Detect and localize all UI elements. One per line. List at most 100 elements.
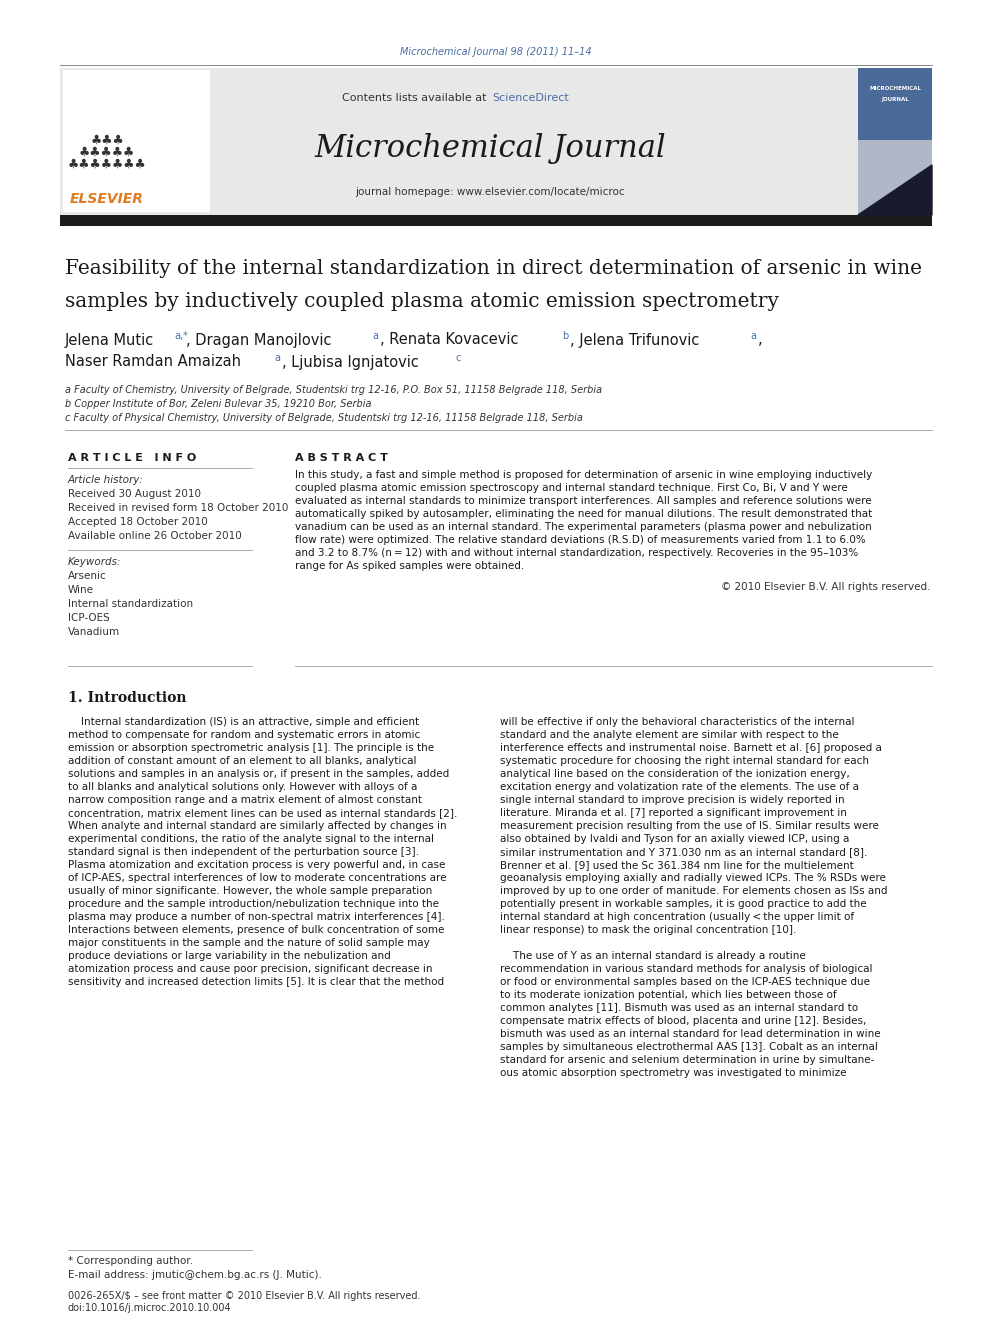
Text: , Ljubisa Ignjatovic: , Ljubisa Ignjatovic	[282, 355, 419, 369]
Text: interference effects and instrumental noise. Barnett et al. [6] proposed a: interference effects and instrumental no…	[500, 744, 882, 753]
Text: Article history:: Article history:	[68, 475, 144, 486]
Polygon shape	[858, 165, 932, 216]
Text: potentially present in workable samples, it is good practice to add the: potentially present in workable samples,…	[500, 900, 867, 909]
Text: standard for arsenic and selenium determination in urine by simultane-: standard for arsenic and selenium determ…	[500, 1054, 874, 1065]
Text: to all blanks and analytical solutions only. However with alloys of a: to all blanks and analytical solutions o…	[68, 782, 418, 792]
Text: produce deviations or large variability in the nebulization and: produce deviations or large variability …	[68, 951, 391, 960]
Text: a: a	[372, 331, 378, 341]
Text: Feasibility of the internal standardization in direct determination of arsenic i: Feasibility of the internal standardizat…	[65, 258, 922, 278]
Text: major constituents in the sample and the nature of solid sample may: major constituents in the sample and the…	[68, 938, 430, 949]
Text: linear response) to mask the original concentration [10].: linear response) to mask the original co…	[500, 925, 797, 935]
Text: common analytes [11]. Bismuth was used as an internal standard to: common analytes [11]. Bismuth was used a…	[500, 1003, 858, 1013]
Text: experimental conditions, the ratio of the analyte signal to the internal: experimental conditions, the ratio of th…	[68, 833, 434, 844]
Text: Vanadium: Vanadium	[68, 627, 120, 636]
Text: excitation energy and volatization rate of the elements. The use of a: excitation energy and volatization rate …	[500, 782, 859, 792]
Text: b: b	[562, 331, 568, 341]
Text: MICROCHEMICAL: MICROCHEMICAL	[869, 86, 921, 90]
Text: sensitivity and increased detection limits [5]. It is clear that the method: sensitivity and increased detection limi…	[68, 976, 444, 987]
Text: or food or environmental samples based on the ICP-AES technique due: or food or environmental samples based o…	[500, 976, 870, 987]
Text: and 3.2 to 8.7% (n = 12) with and without internal standardization, respectively: and 3.2 to 8.7% (n = 12) with and withou…	[295, 548, 858, 558]
Text: Brenner et al. [9] used the Sc 361.384 nm line for the multielement: Brenner et al. [9] used the Sc 361.384 n…	[500, 860, 854, 871]
Text: range for As spiked samples were obtained.: range for As spiked samples were obtaine…	[295, 561, 524, 572]
Text: will be effective if only the behavioral characteristics of the internal: will be effective if only the behavioral…	[500, 717, 854, 728]
Text: procedure and the sample introduction/nebulization technique into the: procedure and the sample introduction/ne…	[68, 900, 439, 909]
Text: , Renata Kovacevic: , Renata Kovacevic	[380, 332, 519, 348]
Text: improved by up to one order of manitude. For elements chosen as ISs and: improved by up to one order of manitude.…	[500, 886, 888, 896]
Text: addition of constant amount of an element to all blanks, analytical: addition of constant amount of an elemen…	[68, 755, 417, 766]
Text: compensate matrix effects of blood, placenta and urine [12]. Besides,: compensate matrix effects of blood, plac…	[500, 1016, 866, 1027]
Text: ,: ,	[758, 332, 763, 348]
Text: a Faculty of Chemistry, University of Belgrade, Studentski trg 12-16, P.O. Box 5: a Faculty of Chemistry, University of Be…	[65, 385, 602, 396]
Text: Interactions between elements, presence of bulk concentration of some: Interactions between elements, presence …	[68, 925, 444, 935]
Text: analytical line based on the consideration of the ionization energy,: analytical line based on the considerati…	[500, 769, 850, 779]
Text: measurement precision resulting from the use of IS. Similar results were: measurement precision resulting from the…	[500, 822, 879, 831]
Text: standard signal is then independent of the perturbation source [3].: standard signal is then independent of t…	[68, 847, 419, 857]
Text: ous atomic absorption spectrometry was investigated to minimize: ous atomic absorption spectrometry was i…	[500, 1068, 846, 1078]
Bar	[858, 67, 932, 140]
Text: coupled plasma atomic emission spectroscopy and internal standard technique. Fir: coupled plasma atomic emission spectrosc…	[295, 483, 848, 493]
Text: a: a	[750, 331, 756, 341]
Text: recommendation in various standard methods for analysis of biological: recommendation in various standard metho…	[500, 964, 873, 974]
Text: Received in revised form 18 October 2010: Received in revised form 18 October 2010	[68, 503, 289, 513]
Text: Naser Ramdan Amaizah: Naser Ramdan Amaizah	[65, 355, 241, 369]
Text: b Copper Institute of Bor, Zeleni Bulevar 35, 19210 Bor, Serbia: b Copper Institute of Bor, Zeleni Buleva…	[65, 400, 371, 409]
Text: Received 30 August 2010: Received 30 August 2010	[68, 490, 201, 499]
Text: c: c	[456, 353, 461, 363]
Text: concentration, matrix element lines can be used as internal standards [2].: concentration, matrix element lines can …	[68, 808, 457, 818]
Text: ICP-OES: ICP-OES	[68, 613, 110, 623]
Text: geoanalysis employing axially and radially viewed ICPs. The % RSDs were: geoanalysis employing axially and radial…	[500, 873, 886, 882]
Bar	[858, 67, 932, 216]
Text: internal standard at high concentration (usually < the upper limit of: internal standard at high concentration …	[500, 912, 854, 922]
Text: ScienceDirect: ScienceDirect	[492, 93, 568, 103]
Text: When analyte and internal standard are similarly affected by changes in: When analyte and internal standard are s…	[68, 822, 446, 831]
Text: Contents lists available at: Contents lists available at	[342, 93, 490, 103]
Text: Microchemical Journal: Microchemical Journal	[314, 132, 666, 164]
Text: ♣♣♣
♣♣♣♣♣
♣♣♣♣♣♣♣: ♣♣♣ ♣♣♣♣♣ ♣♣♣♣♣♣♣	[67, 134, 147, 171]
Text: Microchemical Journal 98 (2011) 11–14: Microchemical Journal 98 (2011) 11–14	[400, 48, 592, 57]
Text: JOURNAL: JOURNAL	[881, 98, 909, 102]
Bar	[60, 216, 932, 226]
Text: bismuth was used as an internal standard for lead determination in wine: bismuth was used as an internal standard…	[500, 1029, 881, 1039]
Text: plasma may produce a number of non-spectral matrix interferences [4].: plasma may produce a number of non-spect…	[68, 912, 444, 922]
Text: samples by simultaneous electrothermal AAS [13]. Cobalt as an internal: samples by simultaneous electrothermal A…	[500, 1043, 878, 1052]
Text: narrow composition range and a matrix element of almost constant: narrow composition range and a matrix el…	[68, 795, 422, 804]
Text: also obtained by Ivaldi and Tyson for an axially viewed ICP, using a: also obtained by Ivaldi and Tyson for an…	[500, 833, 849, 844]
Text: doi:10.1016/j.microc.2010.10.004: doi:10.1016/j.microc.2010.10.004	[68, 1303, 231, 1312]
Text: method to compensate for random and systematic errors in atomic: method to compensate for random and syst…	[68, 730, 421, 740]
Text: flow rate) were optimized. The relative standard deviations (R.S.D) of measureme: flow rate) were optimized. The relative …	[295, 534, 866, 545]
Text: literature. Miranda et al. [7] reported a significant improvement in: literature. Miranda et al. [7] reported …	[500, 808, 847, 818]
Text: standard and the analyte element are similar with respect to the: standard and the analyte element are sim…	[500, 730, 839, 740]
Text: In this study, a fast and simple method is proposed for determination of arsenic: In this study, a fast and simple method …	[295, 470, 872, 480]
Text: samples by inductively coupled plasma atomic emission spectrometry: samples by inductively coupled plasma at…	[65, 292, 779, 311]
Text: similar instrumentation and Y 371.030 nm as an internal standard [8].: similar instrumentation and Y 371.030 nm…	[500, 847, 867, 857]
Bar	[63, 70, 210, 212]
Text: automatically spiked by autosampler, eliminating the need for manual dilutions. : automatically spiked by autosampler, eli…	[295, 509, 872, 519]
Text: vanadium can be used as an internal standard. The experimental parameters (plasm: vanadium can be used as an internal stan…	[295, 523, 872, 532]
Text: Arsenic: Arsenic	[68, 572, 107, 581]
Text: c Faculty of Physical Chemistry, University of Belgrade, Studentski trg 12-16, 1: c Faculty of Physical Chemistry, Univers…	[65, 413, 583, 423]
Text: journal homepage: www.elsevier.com/locate/microc: journal homepage: www.elsevier.com/locat…	[355, 187, 625, 197]
Text: a,*: a,*	[174, 331, 187, 341]
Text: Available online 26 October 2010: Available online 26 October 2010	[68, 531, 242, 541]
Text: 0026-265X/$ – see front matter © 2010 Elsevier B.V. All rights reserved.: 0026-265X/$ – see front matter © 2010 El…	[68, 1291, 421, 1301]
Text: usually of minor significante. However, the whole sample preparation: usually of minor significante. However, …	[68, 886, 433, 896]
Text: evaluated as internal standards to minimize transport interferences. All samples: evaluated as internal standards to minim…	[295, 496, 872, 505]
Text: to its moderate ionization potential, which lies between those of: to its moderate ionization potential, wh…	[500, 990, 836, 1000]
Text: Keywords:: Keywords:	[68, 557, 121, 568]
Text: single internal standard to improve precision is widely reported in: single internal standard to improve prec…	[500, 795, 844, 804]
Text: ELSEVIER: ELSEVIER	[70, 192, 144, 206]
Bar	[60, 67, 858, 216]
Text: of ICP-AES, spectral interferences of low to moderate concentrations are: of ICP-AES, spectral interferences of lo…	[68, 873, 446, 882]
Text: a: a	[274, 353, 280, 363]
Text: atomization process and cause poor precision, significant decrease in: atomization process and cause poor preci…	[68, 964, 433, 974]
Text: Accepted 18 October 2010: Accepted 18 October 2010	[68, 517, 207, 527]
Text: , Dragan Manojlovic: , Dragan Manojlovic	[186, 332, 331, 348]
Text: systematic procedure for choosing the right internal standard for each: systematic procedure for choosing the ri…	[500, 755, 869, 766]
Text: A R T I C L E   I N F O: A R T I C L E I N F O	[68, 452, 196, 463]
Text: A B S T R A C T: A B S T R A C T	[295, 452, 388, 463]
Text: The use of Y as an internal standard is already a routine: The use of Y as an internal standard is …	[500, 951, 806, 960]
Text: Wine: Wine	[68, 585, 94, 595]
Text: * Corresponding author.: * Corresponding author.	[68, 1256, 193, 1266]
Text: Jelena Mutic: Jelena Mutic	[65, 332, 154, 348]
Text: Internal standardization: Internal standardization	[68, 599, 193, 609]
